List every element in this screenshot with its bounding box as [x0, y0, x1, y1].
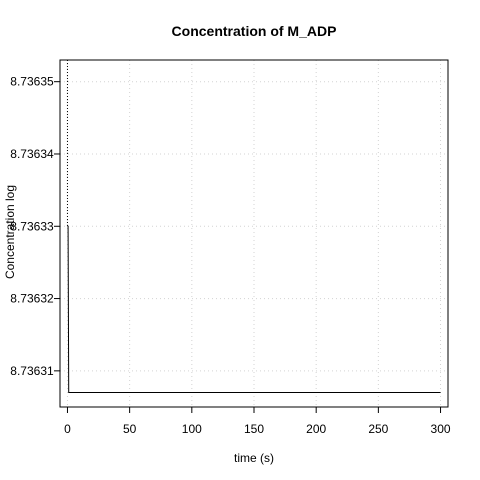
x-tick-label: 250 [368, 422, 388, 436]
x-tick-label: 150 [244, 422, 264, 436]
x-axis-label: time (s) [234, 451, 274, 465]
y-tick-label: 8.73635 [10, 75, 54, 89]
x-tick-label: 200 [306, 422, 326, 436]
y-tick-label: 8.73634 [10, 147, 54, 161]
x-tick-label: 0 [64, 422, 71, 436]
x-tick-label: 50 [123, 422, 137, 436]
x-tick-label: 100 [182, 422, 202, 436]
y-tick-label: 8.73632 [10, 292, 54, 306]
y-axis-label: Concentration log [3, 185, 17, 279]
y-tick-label: 8.73631 [10, 364, 54, 378]
chart-title: Concentration of M_ADP [172, 23, 337, 39]
x-tick-label: 300 [431, 422, 451, 436]
